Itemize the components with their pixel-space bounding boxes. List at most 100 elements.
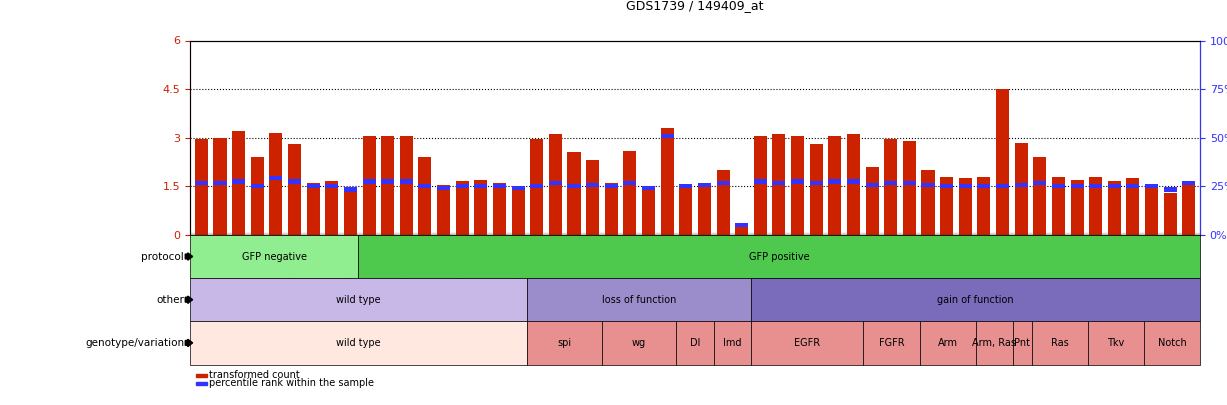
Bar	[1183, 181, 1195, 185]
Bar	[978, 184, 990, 188]
Bar	[437, 185, 450, 235]
Bar	[735, 223, 748, 227]
Bar	[548, 134, 562, 235]
Bar	[717, 181, 730, 185]
Bar	[810, 144, 823, 235]
Bar	[362, 136, 375, 235]
Bar	[623, 151, 637, 235]
Bar	[791, 179, 804, 183]
Text: Dl: Dl	[690, 338, 701, 348]
Bar	[698, 183, 710, 235]
Bar	[493, 184, 506, 188]
Text: spi: spi	[557, 338, 572, 348]
Bar	[660, 134, 674, 138]
Bar	[996, 89, 1009, 235]
Bar	[605, 183, 617, 235]
Bar	[493, 183, 506, 235]
Bar	[288, 179, 301, 183]
Bar	[418, 184, 432, 188]
Bar	[232, 131, 245, 235]
Bar	[250, 184, 264, 188]
Bar	[382, 136, 394, 235]
Bar	[1070, 180, 1083, 235]
Bar	[1145, 186, 1158, 235]
Bar	[847, 134, 860, 235]
Bar	[773, 181, 785, 185]
Bar	[1108, 184, 1120, 188]
Bar	[307, 183, 320, 235]
Bar	[437, 186, 450, 190]
Bar	[642, 188, 655, 235]
Bar	[213, 181, 227, 185]
Bar	[940, 177, 953, 235]
Bar	[455, 181, 469, 235]
Text: percentile rank within the sample: percentile rank within the sample	[209, 378, 374, 388]
Bar	[680, 184, 692, 188]
Text: wild type: wild type	[336, 338, 380, 348]
Bar	[400, 136, 412, 235]
Bar	[567, 184, 580, 188]
Bar	[810, 181, 823, 185]
Bar	[548, 181, 562, 185]
Text: protocol: protocol	[141, 252, 184, 262]
Bar	[232, 179, 245, 183]
Bar	[512, 186, 525, 235]
Bar	[791, 136, 804, 235]
Bar	[270, 176, 282, 180]
Text: Notch: Notch	[1157, 338, 1187, 348]
Bar	[753, 179, 767, 183]
Bar	[828, 136, 842, 235]
Bar	[213, 138, 227, 235]
Text: genotype/variation: genotype/variation	[85, 338, 184, 348]
Bar	[325, 184, 339, 188]
Bar	[1015, 143, 1028, 235]
Bar	[1015, 183, 1028, 187]
Bar	[921, 183, 935, 187]
Text: Imd: Imd	[723, 338, 742, 348]
Bar	[940, 184, 953, 188]
Bar	[1126, 178, 1140, 235]
Bar	[530, 139, 544, 235]
Text: other: other	[156, 295, 184, 305]
Bar	[735, 225, 748, 235]
Bar	[325, 181, 339, 235]
Bar	[773, 134, 785, 235]
Bar	[1052, 184, 1065, 188]
Bar	[1183, 183, 1195, 235]
Bar	[344, 190, 357, 235]
Text: FGFR: FGFR	[879, 338, 904, 348]
Text: loss of function: loss of function	[601, 295, 676, 305]
Bar	[1145, 184, 1158, 188]
Text: Arm: Arm	[937, 338, 957, 348]
Bar	[865, 167, 879, 235]
Bar	[885, 181, 897, 185]
Text: GFP negative: GFP negative	[242, 252, 307, 262]
Text: wg: wg	[632, 338, 647, 348]
Bar	[382, 179, 394, 183]
Bar	[512, 186, 525, 190]
Bar	[996, 184, 1009, 188]
Bar	[418, 157, 432, 235]
Bar	[344, 188, 357, 192]
Bar	[1090, 177, 1102, 235]
Bar	[903, 141, 915, 235]
Bar	[400, 179, 412, 183]
Bar	[530, 184, 544, 188]
Bar	[567, 152, 580, 235]
Bar	[1090, 184, 1102, 188]
Bar	[475, 180, 487, 235]
Bar	[958, 184, 972, 188]
Bar	[865, 183, 879, 187]
Bar	[288, 144, 301, 235]
Text: Arm, Ras: Arm, Ras	[972, 338, 1016, 348]
Text: Ras: Ras	[1050, 338, 1069, 348]
Text: Tkv: Tkv	[1107, 338, 1124, 348]
Bar	[623, 181, 637, 185]
Bar	[270, 133, 282, 235]
Bar	[587, 160, 599, 235]
Bar	[195, 181, 207, 185]
Text: Pnt: Pnt	[1015, 338, 1031, 348]
Bar	[475, 184, 487, 188]
Bar	[680, 186, 692, 235]
Bar	[958, 178, 972, 235]
